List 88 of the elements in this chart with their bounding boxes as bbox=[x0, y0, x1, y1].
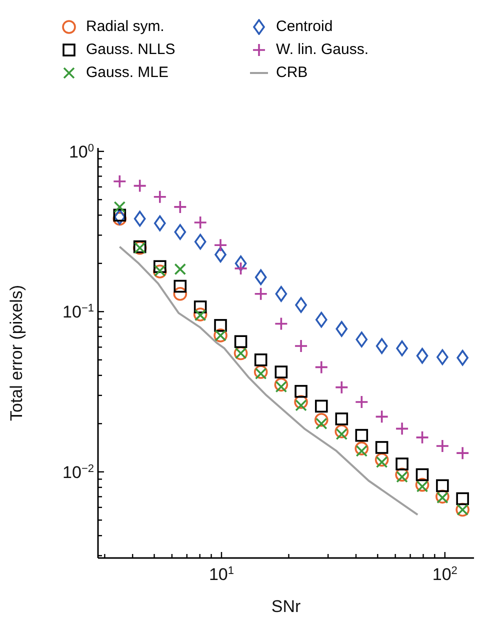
point bbox=[356, 332, 368, 348]
point bbox=[294, 395, 308, 409]
point bbox=[234, 255, 247, 272]
point bbox=[374, 452, 389, 467]
point bbox=[114, 209, 126, 225]
point bbox=[416, 468, 429, 482]
point bbox=[274, 378, 288, 392]
point bbox=[436, 349, 448, 366]
y-tick-label: 10$^{−2}$ bbox=[62, 462, 94, 482]
point bbox=[275, 286, 288, 302]
point bbox=[295, 297, 307, 313]
point bbox=[275, 380, 288, 393]
point bbox=[295, 399, 307, 412]
point bbox=[274, 316, 288, 331]
point bbox=[254, 353, 268, 366]
point bbox=[254, 365, 268, 379]
point bbox=[112, 174, 127, 188]
point bbox=[314, 360, 328, 374]
point bbox=[456, 446, 470, 460]
point bbox=[375, 441, 388, 454]
point bbox=[214, 246, 226, 262]
point bbox=[314, 413, 328, 427]
point bbox=[354, 395, 369, 409]
y-axis-title: Total error (pixels) bbox=[7, 284, 26, 422]
point bbox=[234, 262, 248, 276]
point bbox=[355, 428, 368, 442]
point bbox=[194, 300, 207, 314]
point bbox=[436, 479, 449, 492]
point bbox=[396, 458, 408, 470]
point bbox=[114, 201, 126, 213]
point bbox=[134, 210, 146, 227]
x-axis-title: SNr bbox=[271, 597, 301, 616]
point bbox=[395, 468, 409, 482]
point bbox=[154, 215, 166, 232]
point bbox=[334, 380, 349, 394]
legend-label: Gauss. NLLS bbox=[86, 41, 176, 58]
point bbox=[294, 384, 308, 398]
point bbox=[254, 269, 267, 286]
point bbox=[336, 321, 348, 337]
point bbox=[254, 287, 268, 301]
point bbox=[436, 439, 450, 453]
point bbox=[314, 400, 328, 413]
legend-label: Centroid bbox=[276, 18, 333, 35]
point bbox=[396, 340, 408, 356]
point bbox=[376, 338, 388, 354]
point bbox=[113, 208, 126, 222]
point bbox=[254, 368, 267, 380]
legend-label: Radial sym. bbox=[86, 18, 164, 35]
point bbox=[396, 471, 408, 483]
point bbox=[154, 260, 166, 273]
x-tick-label: 10$^{2}$ bbox=[432, 565, 458, 584]
point bbox=[193, 216, 208, 230]
legend-label: CRB bbox=[276, 64, 308, 81]
point bbox=[376, 456, 388, 468]
point bbox=[416, 480, 428, 492]
point bbox=[456, 492, 469, 506]
point bbox=[395, 422, 409, 436]
point bbox=[354, 442, 369, 456]
point bbox=[294, 339, 308, 353]
point bbox=[416, 348, 428, 364]
point bbox=[214, 319, 227, 332]
point bbox=[315, 312, 328, 328]
point bbox=[374, 410, 389, 424]
x-tick-label: 10$^{1}$ bbox=[208, 565, 234, 584]
point bbox=[174, 224, 186, 240]
legend-label: W. lin. Gauss. bbox=[276, 41, 369, 58]
point bbox=[356, 445, 368, 457]
point bbox=[456, 350, 468, 366]
point bbox=[174, 263, 186, 276]
point bbox=[132, 178, 147, 193]
point bbox=[415, 430, 430, 444]
point bbox=[334, 424, 349, 438]
point bbox=[173, 287, 188, 301]
point bbox=[174, 280, 187, 293]
point bbox=[112, 212, 127, 226]
point bbox=[415, 478, 430, 492]
point bbox=[335, 412, 348, 426]
point bbox=[214, 238, 228, 252]
point bbox=[173, 200, 188, 214]
y-tick-label: 10$^{0}$ bbox=[68, 142, 94, 162]
point bbox=[234, 335, 248, 348]
legend-label: Gauss. MLE bbox=[86, 64, 169, 81]
point bbox=[315, 418, 328, 430]
y-tick-label: 10$^{−1}$ bbox=[62, 302, 94, 322]
point bbox=[153, 190, 167, 204]
point bbox=[336, 428, 348, 440]
point bbox=[274, 366, 288, 378]
point bbox=[194, 234, 206, 250]
